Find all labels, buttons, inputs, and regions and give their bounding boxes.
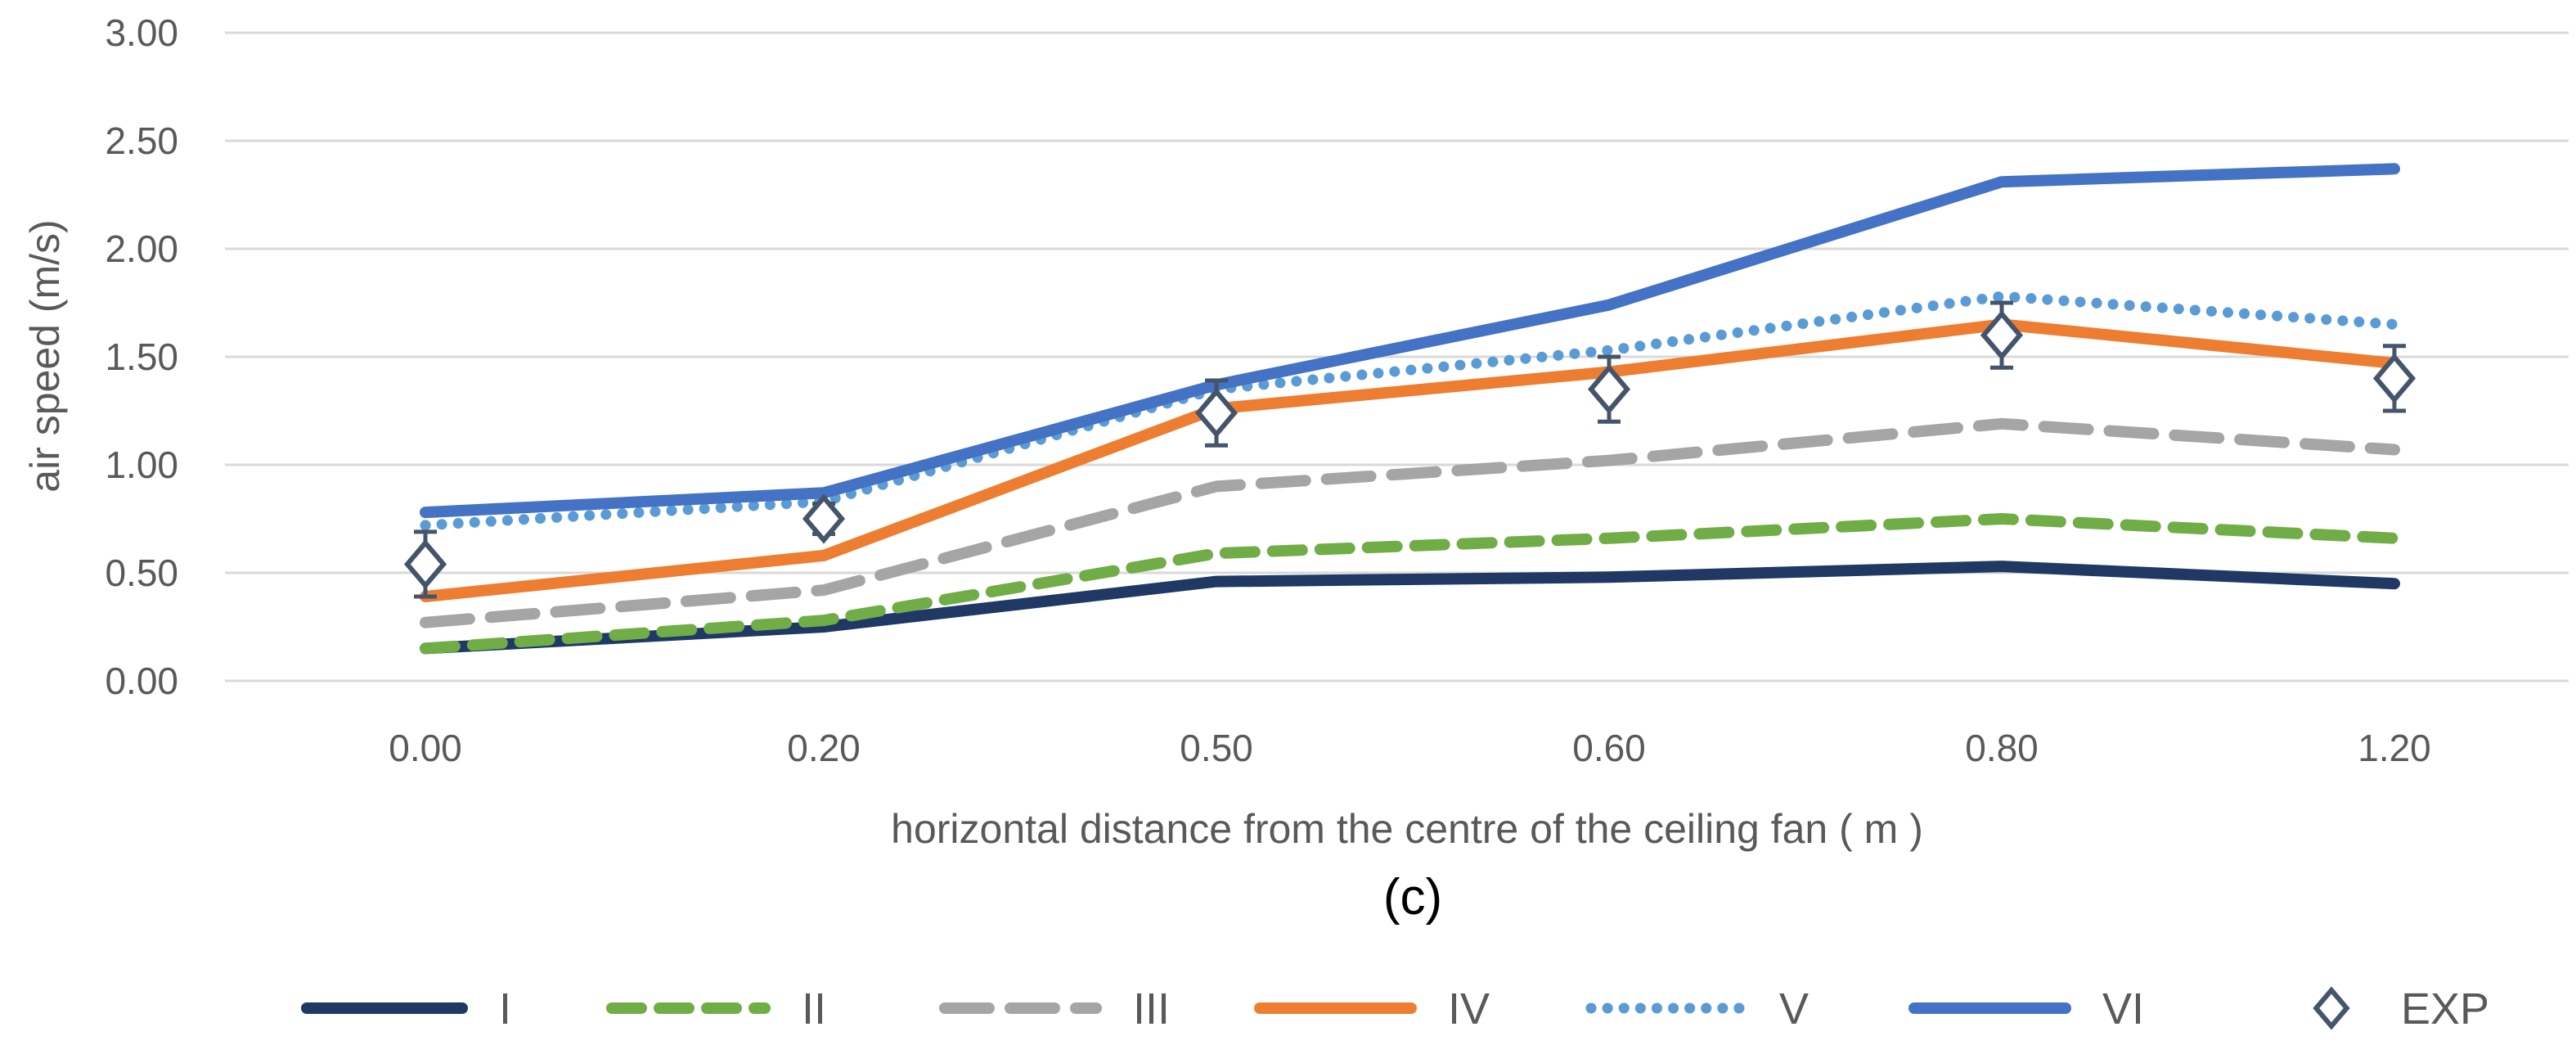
x-tick-label: 0.80: [1965, 727, 2039, 769]
series-line-iii: [420, 417, 2400, 628]
legend-label: IV: [1448, 984, 1490, 1034]
series-line-vi: [420, 163, 2400, 519]
legend-label: III: [1133, 984, 1170, 1034]
x-tick-label: 0.00: [389, 727, 462, 769]
series-line-i: [420, 561, 2400, 655]
y-axis-title: air speed (m/s): [22, 219, 68, 492]
x-tick-label: 0.50: [1180, 727, 1253, 769]
series-lines: [420, 163, 2400, 655]
exp-marker: [403, 538, 447, 590]
exp-marker: [802, 493, 846, 544]
x-tick-label: 0.20: [787, 727, 861, 769]
x-tick-labels: 0.00 0.20 0.50 0.60 0.80 1.20: [389, 727, 2431, 769]
y-tick-label: 3.00: [105, 11, 178, 54]
y-tick-label: 1.50: [105, 336, 178, 378]
y-tick-label: 0.00: [105, 660, 178, 702]
x-tick-label: 1.20: [2358, 727, 2431, 769]
series-line-iv: [420, 318, 2400, 602]
y-tick-labels: 0.00 0.50 1.00 1.50 2.00 2.50 3.00: [105, 11, 178, 702]
legend: I II III IV V VI EXP: [301, 984, 2489, 1034]
y-tick-label: 1.00: [105, 444, 178, 486]
y-tick-label: 2.50: [105, 119, 178, 162]
exp-marker: [1587, 363, 1631, 415]
x-tick-label: 0.60: [1572, 727, 1646, 769]
series-line-ii: [420, 513, 2400, 655]
panel-label: (c): [1383, 869, 1442, 926]
legend-label: EXP: [2401, 984, 2489, 1034]
legend-swatch-exp: [2313, 986, 2350, 1030]
y-tick-label: 0.50: [105, 552, 178, 594]
legend-label: VI: [2102, 984, 2144, 1034]
legend-label: II: [802, 984, 826, 1034]
experimental-points: [403, 300, 2416, 599]
legend-label: I: [499, 984, 511, 1034]
exp-marker: [1980, 309, 2024, 361]
exp-marker: [1194, 388, 1239, 439]
series-line-v: [420, 291, 2400, 531]
exp-marker: [2372, 353, 2416, 404]
legend-label: V: [1779, 984, 1809, 1034]
y-tick-label: 2.00: [105, 227, 178, 270]
x-axis-title: horizontal distance from the centre of t…: [891, 806, 1923, 852]
